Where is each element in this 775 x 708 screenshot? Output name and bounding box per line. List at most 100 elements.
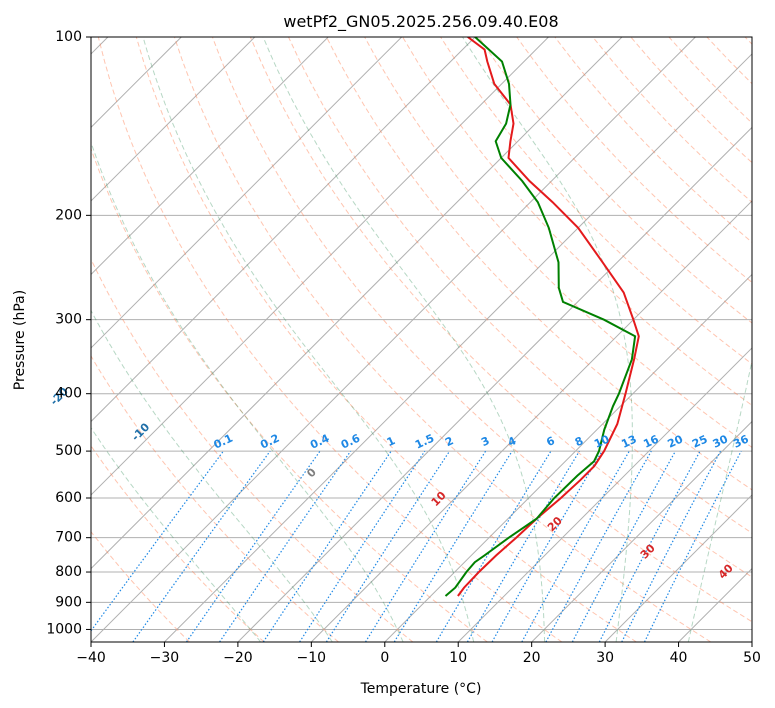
- mixing-ratio-label: 2: [443, 434, 455, 449]
- mixing-ratio-line: [598, 450, 701, 642]
- dry-adiabat-line: [744, 37, 752, 45]
- isotherm-line: [604, 494, 752, 642]
- moist-adiabat-line: [462, 37, 633, 642]
- y-tick-label: 800: [55, 564, 82, 580]
- x-tick-label: 40: [670, 650, 688, 666]
- isotherm-line: [91, 37, 403, 349]
- y-tick-label: 700: [55, 530, 82, 546]
- temperature-profile-line: [457, 37, 640, 597]
- isotherm-line: [531, 420, 752, 642]
- mixing-ratio-line: [299, 450, 426, 642]
- moist-adiabat-line: [91, 309, 333, 642]
- dry-adiabat-line: [554, 37, 752, 243]
- y-tick-label: 200: [55, 207, 82, 223]
- x-axis-label: Temperature (°C): [360, 681, 482, 697]
- isotherm-line: [91, 37, 256, 202]
- mixing-ratio-line: [132, 450, 271, 642]
- mixing-ratio-label: 3: [479, 434, 491, 449]
- moist-adiabat-line: [262, 37, 546, 642]
- dry-adiabat-line: [249, 37, 752, 578]
- dry-adiabat-line: [326, 37, 752, 491]
- isotherm-line: [91, 37, 696, 642]
- x-tick-label: −10: [297, 650, 327, 666]
- y-tick-label: 600: [55, 490, 82, 506]
- moist-adiabat-line: [687, 358, 752, 642]
- dry-adiabat-line: [91, 355, 339, 642]
- y-tick-label: 500: [55, 443, 82, 459]
- dry-adiabat-line: [91, 530, 190, 642]
- dry-adiabat-line: [211, 37, 752, 623]
- mixing-ratio-label: 0.6: [339, 431, 362, 451]
- isotherm-line: [678, 567, 752, 642]
- x-tick-label: −30: [150, 650, 180, 666]
- isotherm-line: [237, 126, 752, 642]
- isotherm-line: [91, 37, 623, 570]
- y-tick-label: 900: [55, 594, 82, 610]
- dewpoint-profile-line: [444, 37, 637, 597]
- isotherm-line: [164, 53, 752, 642]
- mixing-ratio-line: [91, 450, 224, 632]
- mixing-ratio-label: 1.5: [413, 432, 436, 452]
- moist-adiabat-line: [91, 426, 261, 642]
- mixing-ratio-line: [545, 450, 652, 642]
- dry-adiabat-line: [91, 445, 265, 642]
- moist-adiabat-line: [142, 37, 475, 642]
- isotherm-line: [91, 37, 476, 423]
- mixing-ratio-label: 36: [731, 432, 751, 450]
- moist-adiabat-line: [91, 140, 404, 642]
- mixing-ratio-line: [364, 450, 487, 642]
- mixing-ratio-label: 25: [690, 433, 709, 451]
- y-axis-label: Pressure (hPa): [12, 290, 28, 390]
- mixing-ratio-line: [621, 450, 722, 642]
- dry-adiabat-line: [516, 37, 752, 284]
- isotherm-line: [751, 641, 752, 642]
- mixing-ratio-label: 0.4: [308, 432, 331, 452]
- dry-adiabat-line: [91, 147, 488, 642]
- y-tick-label: 100: [55, 29, 82, 45]
- x-tick-label: −20: [223, 650, 253, 666]
- mixing-ratio-line: [643, 450, 742, 642]
- mixing-ratio-line: [262, 450, 392, 642]
- chart-title: wetPf2_GN05.2025.256.09.40.E08: [283, 12, 558, 32]
- plot-frame: [90, 36, 753, 643]
- x-tick-label: 20: [523, 650, 541, 666]
- isotherm-line: [384, 273, 752, 642]
- dry-adiabat-line: [402, 37, 752, 406]
- isotherm-line: [457, 347, 752, 642]
- moist-adiabat-label: 0: [304, 465, 319, 480]
- mixing-ratio-line: [571, 450, 677, 642]
- y-tick-label: 1000: [46, 621, 82, 637]
- dry-adiabat-line: [478, 37, 752, 324]
- mixing-ratio-label: 6: [544, 434, 557, 449]
- mixing-ratio-label: 13: [619, 433, 638, 451]
- mixing-ratio-label: 10: [592, 432, 612, 450]
- x-tick-label: 10: [449, 650, 467, 666]
- mixing-ratio-label: 1: [385, 434, 397, 449]
- dry-adiabat-line: [97, 37, 563, 642]
- mixing-ratio-label: 8: [573, 434, 585, 449]
- dry-adiabat-line: [91, 258, 414, 642]
- mixing-ratio-line: [393, 450, 513, 642]
- x-tick-label: −40: [76, 650, 106, 666]
- dry-adiabat-line: [173, 37, 712, 642]
- dry-adiabat-line: [668, 37, 752, 124]
- mixing-ratio-label: 20: [666, 432, 686, 450]
- moist-adiabat-label: 10: [429, 489, 449, 509]
- mixing-ratio-line: [521, 450, 630, 642]
- moist-adiabat-label: 20: [545, 514, 565, 534]
- mixing-ratio-label: 16: [641, 432, 661, 450]
- dry-adiabat-label: -10: [129, 420, 152, 443]
- mixing-ratio-label: 0.1: [212, 432, 235, 452]
- mixing-ratio-label: 0.2: [258, 432, 281, 452]
- isotherm-line: [310, 200, 752, 642]
- mixing-ratio-line: [186, 450, 321, 642]
- x-tick-label: 0: [380, 650, 389, 666]
- isotherm-line: [91, 37, 549, 496]
- dry-adiabat-line: [706, 37, 752, 85]
- mixing-ratio-label: 30: [711, 432, 731, 450]
- y-tick-label: 400: [55, 386, 82, 402]
- mixing-ratio-line: [435, 450, 552, 642]
- mixing-ratio-line: [219, 450, 352, 642]
- y-tick-label: 300: [55, 312, 82, 328]
